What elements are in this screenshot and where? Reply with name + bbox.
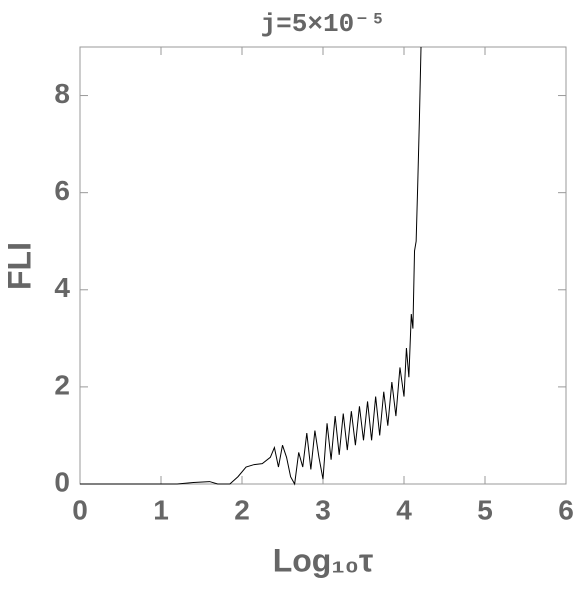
x-tick-label: 4 <box>396 494 412 525</box>
x-tick-label: 1 <box>153 494 169 525</box>
x-tick-label: 0 <box>72 494 88 525</box>
y-tick-label: 8 <box>54 78 70 109</box>
y-axis-label: FLI <box>1 242 37 290</box>
chart-title: j=5×10⁻⁵ <box>261 9 386 39</box>
x-tick-label: 3 <box>315 494 331 525</box>
y-tick-label: 4 <box>54 272 70 303</box>
data-line <box>80 46 422 486</box>
x-tick-label: 2 <box>234 494 250 525</box>
plot-frame <box>79 46 567 485</box>
x-axis-label: Log₁₀τ <box>273 542 374 578</box>
y-tick-label: 0 <box>54 466 70 497</box>
x-tick-label: 6 <box>558 494 574 525</box>
y-tick-label: 2 <box>54 369 70 400</box>
y-tick-label: 6 <box>54 175 70 206</box>
x-tick-label: 5 <box>477 494 493 525</box>
